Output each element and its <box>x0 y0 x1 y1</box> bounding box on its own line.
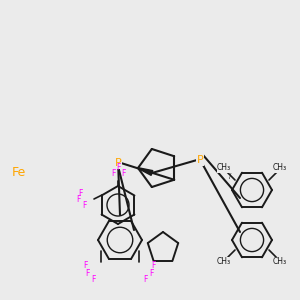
Text: F: F <box>149 269 153 278</box>
Text: CH₃: CH₃ <box>217 257 231 266</box>
Text: /: / <box>229 173 231 179</box>
Text: F: F <box>116 163 120 172</box>
Text: P: P <box>196 155 203 165</box>
Text: F: F <box>82 202 86 211</box>
Text: F: F <box>121 169 125 178</box>
Text: F: F <box>143 275 147 284</box>
Text: F: F <box>111 169 115 178</box>
Text: CH₃: CH₃ <box>273 257 287 266</box>
Polygon shape <box>138 168 153 176</box>
Text: F: F <box>83 262 87 271</box>
Text: P: P <box>115 158 122 168</box>
Text: F: F <box>91 275 95 284</box>
Text: CH₃: CH₃ <box>273 164 287 172</box>
Text: F: F <box>78 188 82 197</box>
Text: F: F <box>151 262 155 271</box>
Text: CH₃: CH₃ <box>217 164 231 172</box>
Text: Fe: Fe <box>12 166 26 178</box>
Text: F: F <box>85 269 89 278</box>
Text: F: F <box>76 194 80 203</box>
